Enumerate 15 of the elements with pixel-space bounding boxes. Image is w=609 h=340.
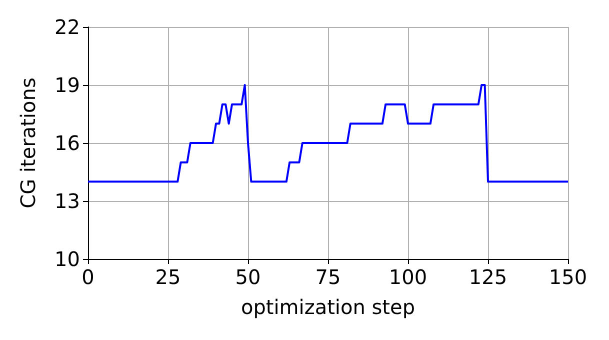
y-tick-label: 16 [54, 131, 80, 155]
y-tick-label: 22 [54, 15, 80, 39]
x-tick-label: 25 [155, 265, 181, 289]
y-tick-label: 10 [54, 247, 80, 271]
x-tick-label: 50 [235, 265, 261, 289]
x-axis-title: optimization step [240, 295, 416, 319]
y-axis-title: CG iterations [16, 78, 40, 208]
y-tick-label: 13 [54, 189, 80, 213]
x-tick-label: 150 [548, 265, 588, 289]
x-tick-label: 100 [388, 265, 428, 289]
line-series [87, 84, 569, 183]
y-tick-label: 19 [54, 73, 80, 97]
x-tick-label: 75 [315, 265, 341, 289]
x-tick-label: 125 [468, 265, 508, 289]
x-tick-label: 0 [82, 265, 94, 289]
